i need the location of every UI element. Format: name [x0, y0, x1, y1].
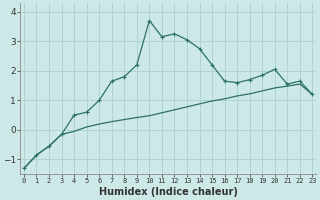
X-axis label: Humidex (Indice chaleur): Humidex (Indice chaleur) [99, 187, 237, 197]
